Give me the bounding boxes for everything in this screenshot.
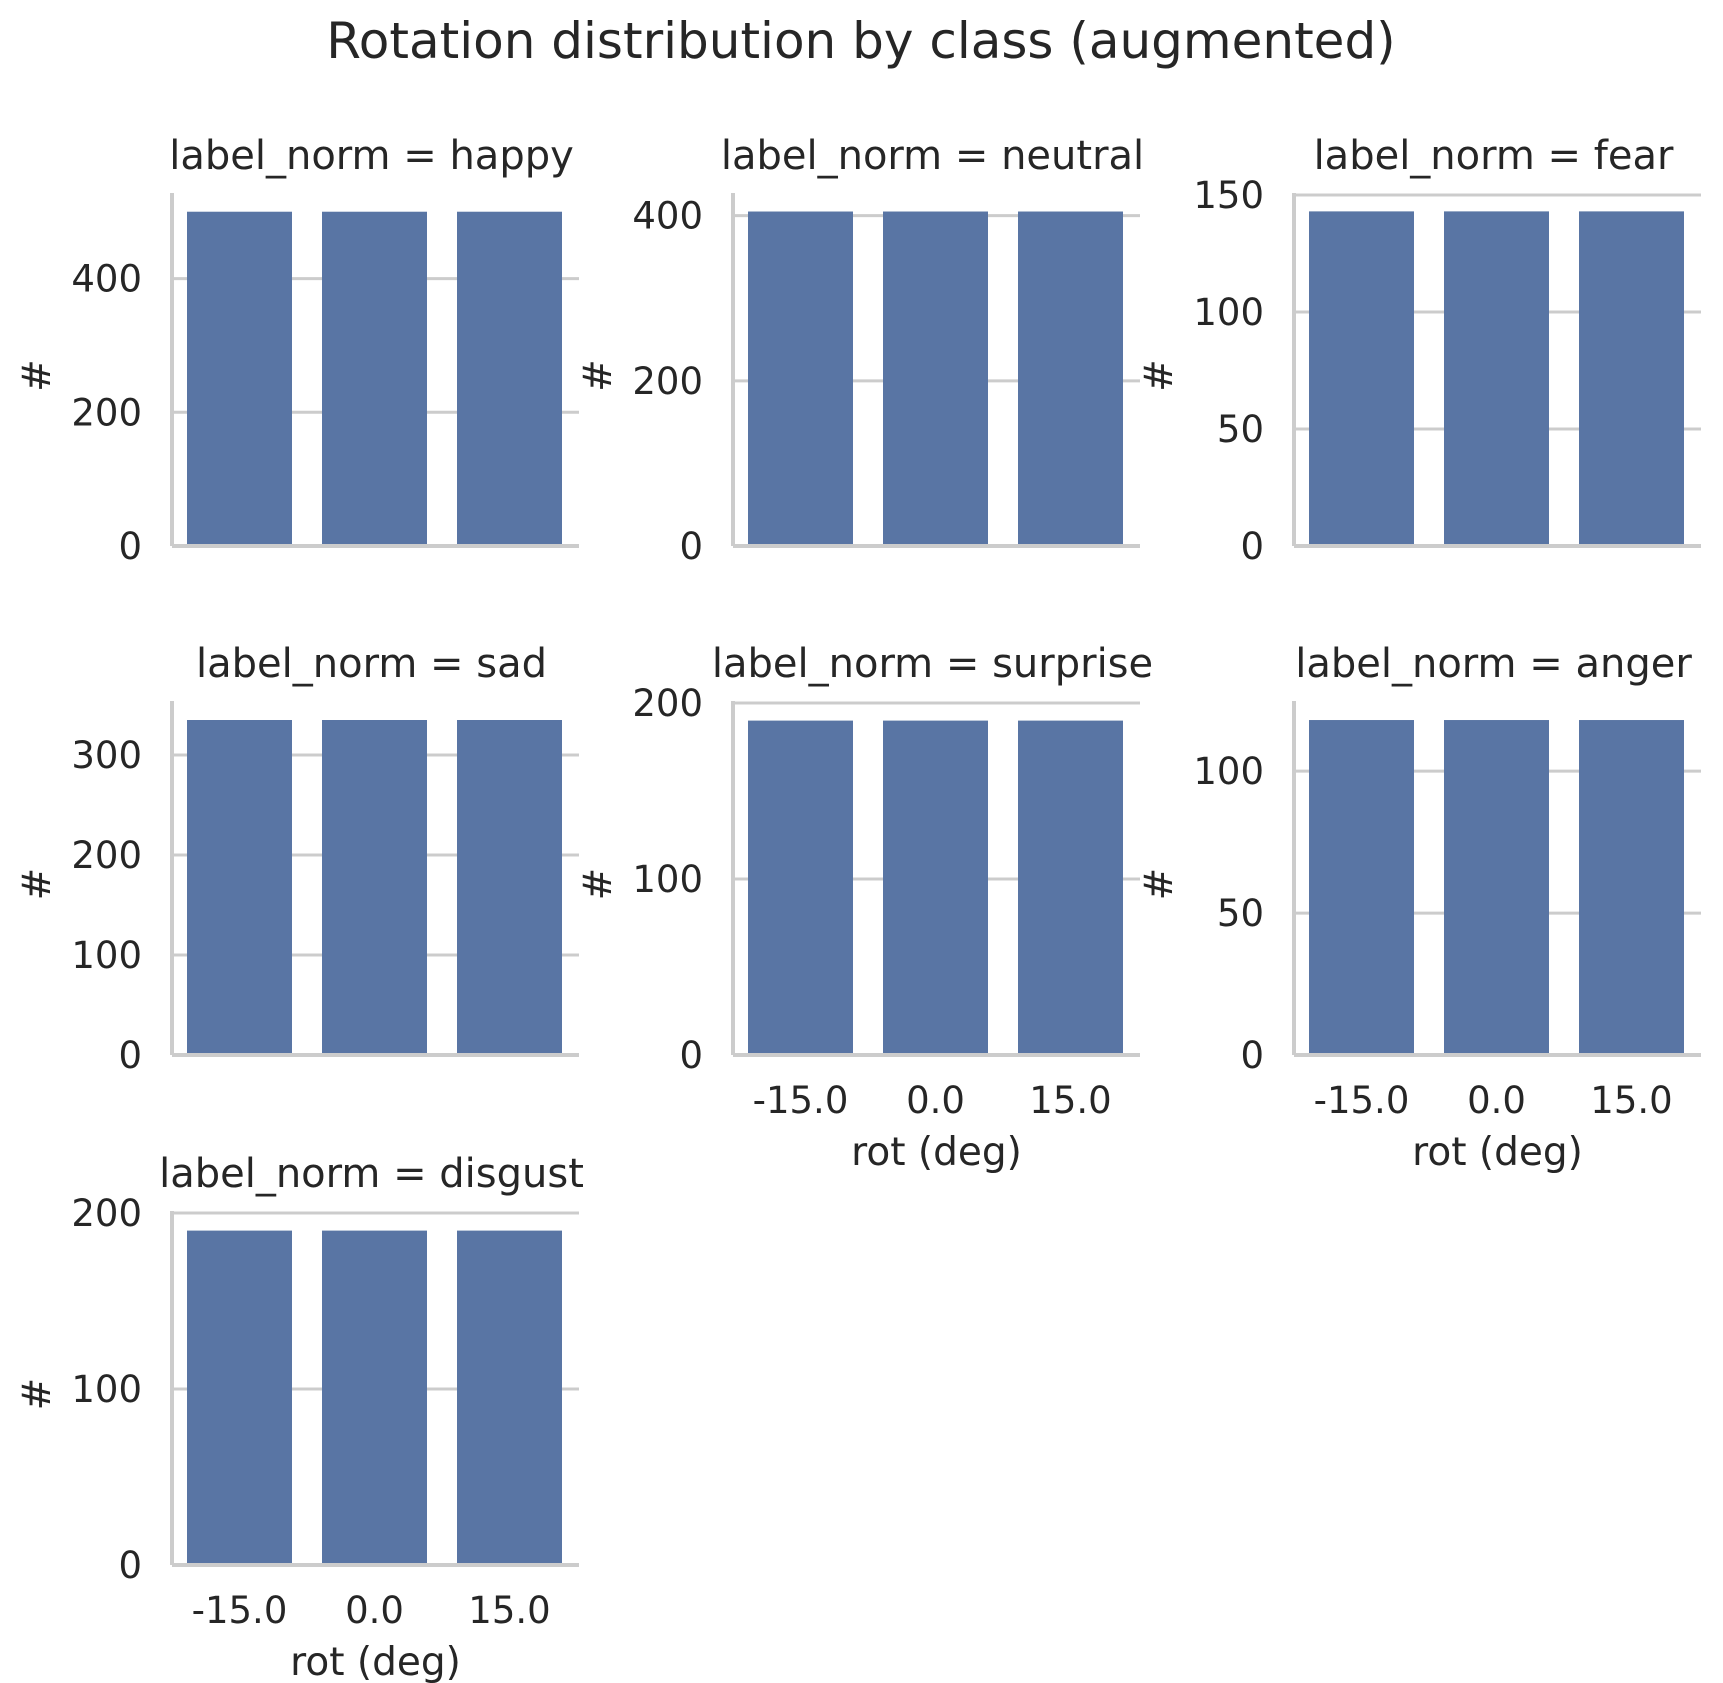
x-tick-label: -15.0 [1314, 1079, 1410, 1122]
panel-2: 0 200 400 label_norm = neutral # [576, 133, 1144, 568]
x-tick-label: 15.0 [1029, 1079, 1111, 1122]
y-tick-label: 100 [1193, 291, 1264, 334]
bar-15.0 [1018, 211, 1123, 547]
y-tick-label: 0 [118, 1544, 142, 1587]
y-tick-label: 0 [118, 1034, 142, 1077]
panel-title: label_norm = sad [196, 641, 547, 687]
x-tick-label: 0.0 [906, 1079, 965, 1122]
y-tick-label: 0 [679, 525, 703, 568]
x-axis-label: rot (deg) [1412, 1130, 1583, 1175]
bar-0.0 [322, 720, 427, 1055]
panels: 0 200 400 label_norm = happy #0 200 400 label_n… [15, 133, 1701, 1683]
bar-15.0 [1579, 720, 1684, 1055]
y-tick-label: 200 [71, 834, 142, 877]
panel-4: 0 100 200 300 label_norm = sad # [15, 641, 579, 1077]
panel-title: label_norm = anger [1295, 641, 1692, 687]
panel-title: label_norm = neutral [721, 133, 1144, 179]
y-axis-label: # [15, 1378, 60, 1411]
bar--15.0 [748, 211, 853, 547]
panel-7: -15.0 0.0 15.0 0 100 200 label_norm = disgust #… [15, 1151, 584, 1683]
panel-6: -15.0 0.0 15.0 0 50 100 label_norm = anger # rot… [1137, 641, 1701, 1175]
y-tick-label: 100 [71, 934, 142, 977]
bar--15.0 [187, 720, 292, 1055]
bar-15.0 [1579, 211, 1684, 546]
x-tick-label: -15.0 [753, 1079, 849, 1122]
bar--15.0 [1309, 720, 1414, 1055]
bar-0.0 [1444, 720, 1549, 1055]
y-tick-label: 0 [118, 525, 142, 568]
y-tick-label: 400 [632, 195, 703, 238]
bar-0.0 [322, 1230, 427, 1565]
y-axis-label: # [15, 359, 60, 392]
y-axis-label: # [15, 868, 60, 901]
bar-0.0 [883, 720, 988, 1055]
panel-1: 0 200 400 label_norm = happy # [15, 133, 579, 568]
bar-15.0 [457, 720, 562, 1055]
y-tick-label: 0 [1240, 1034, 1264, 1077]
y-tick-label: 100 [632, 858, 703, 901]
bar-15.0 [457, 211, 562, 546]
y-axis-label: # [1137, 359, 1182, 392]
bar-0.0 [322, 211, 427, 546]
x-axis-label: rot (deg) [290, 1640, 461, 1683]
x-tick-label: 15.0 [468, 1589, 550, 1632]
bar-15.0 [457, 1230, 562, 1565]
y-tick-label: 100 [71, 1368, 142, 1411]
y-tick-label: 200 [71, 1192, 142, 1235]
y-tick-label: 300 [71, 734, 142, 777]
bar-0.0 [883, 211, 988, 547]
y-axis-label: # [576, 359, 621, 392]
x-tick-label: 15.0 [1590, 1079, 1672, 1122]
y-tick-label: 400 [71, 258, 142, 301]
x-tick-label: -15.0 [192, 1589, 288, 1632]
y-tick-label: 150 [1193, 174, 1264, 217]
bar--15.0 [187, 211, 292, 546]
bar--15.0 [748, 720, 853, 1055]
y-axis-label: # [576, 868, 621, 901]
panel-title: label_norm = disgust [159, 1151, 584, 1197]
x-tick-label: 0.0 [1467, 1079, 1526, 1122]
y-tick-label: 0 [1240, 525, 1264, 568]
bar--15.0 [187, 1230, 292, 1565]
y-tick-label: 50 [1217, 408, 1264, 451]
y-tick-label: 200 [632, 682, 703, 725]
figure-title: Rotation distribution by class (augmente… [326, 12, 1395, 70]
bar-0.0 [1444, 211, 1549, 546]
y-tick-label: 100 [1193, 750, 1264, 793]
y-axis-label: # [1137, 868, 1182, 901]
y-tick-label: 200 [632, 360, 703, 403]
bar-15.0 [1018, 720, 1123, 1055]
bar--15.0 [1309, 211, 1414, 546]
panel-3: 0 50 100 150 label_norm = fear # [1137, 133, 1701, 568]
panel-title: label_norm = happy [169, 133, 574, 179]
y-tick-label: 0 [679, 1034, 703, 1077]
x-axis-label: rot (deg) [851, 1130, 1022, 1175]
x-tick-label: 0.0 [345, 1589, 404, 1632]
panel-title: label_norm = fear [1314, 133, 1674, 179]
y-tick-label: 200 [71, 391, 142, 434]
y-tick-label: 50 [1217, 892, 1264, 935]
panel-title: label_norm = surprise [712, 641, 1153, 687]
